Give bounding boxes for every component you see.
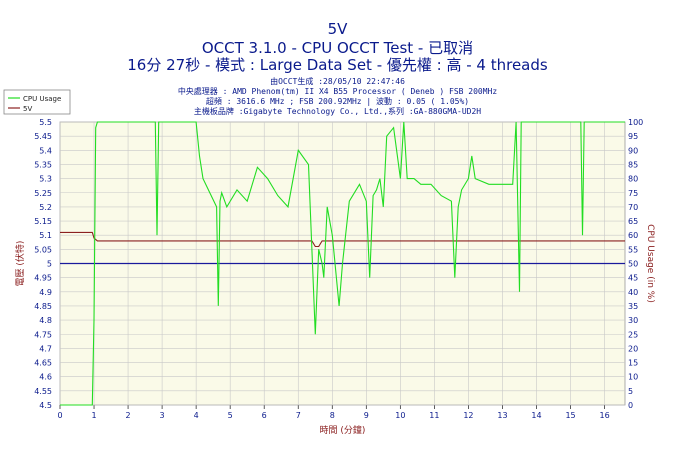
y-tick-label-left: 4.65 [34,359,52,368]
y-axis-label-left: 電壓 (伏特) [14,241,26,287]
x-tick-label: 6 [262,411,267,420]
x-tick-label: 2 [126,411,131,420]
y-tick-label-right: 100 [628,118,643,127]
y-axis-label-right: CPU Usage (in %) [645,224,655,303]
y-tick-label-right: 50 [628,260,638,269]
x-tick-label: 14 [531,411,541,420]
y-tick-label-right: 5 [628,387,633,396]
y-tick-label-right: 90 [628,146,638,155]
info-generated: 由OCCT生成 :28/05/10 22:47:46 [270,77,405,86]
y-tick-label-left: 5.15 [34,217,52,226]
y-tick-label-right: 30 [628,316,638,325]
y-tick-label-right: 70 [628,203,638,212]
y-tick-label-left: 5.2 [39,203,52,212]
y-tick-label-left: 5.25 [34,189,52,198]
chart-title: 5V [327,20,348,38]
y-tick-label-right: 15 [628,359,638,368]
x-tick-label: 1 [91,411,96,420]
test-info: 16分 27秒 - 模式 : Large Data Set - 優先權 : 高 … [127,56,548,74]
y-tick-label-right: 25 [628,330,638,339]
x-tick-label: 12 [463,411,473,420]
y-tick-label-right: 80 [628,175,638,184]
y-tick-label-left: 4.95 [34,274,52,283]
y-tick-label-left: 5.3 [39,175,52,184]
y-tick-label-left: 4.75 [34,330,52,339]
y-tick-label-right: 95 [628,132,638,141]
x-tick-label: 16 [599,411,609,420]
y-tick-label-right: 55 [628,245,638,254]
x-tick-label: 8 [330,411,335,420]
legend-label: CPU Usage [23,95,61,103]
y-tick-label-left: 4.6 [39,373,52,382]
y-tick-label-right: 40 [628,288,638,297]
series-line-cpu-usage [60,121,625,406]
chart-subtitle: OCCT 3.1.0 - CPU OCCT Test - 已取消 [201,39,474,57]
x-tick-label: 10 [395,411,405,420]
x-tick-label: 5 [228,411,233,420]
y-tick-label-left: 5.45 [34,132,52,141]
y-tick-label-left: 5.35 [34,160,52,169]
info-cpu: 中央處理器 : AMD Phenom(tm) II X4 B55 Process… [177,87,498,96]
x-tick-label: 9 [364,411,369,420]
y-tick-label-left: 5.05 [34,245,52,254]
y-tick-label-left: 5 [47,260,52,269]
x-tick-label: 0 [57,411,62,420]
y-tick-label-right: 35 [628,302,638,311]
x-tick-label: 3 [160,411,165,420]
y-tick-label-left: 4.5 [39,401,52,410]
y-tick-label-right: 65 [628,217,638,226]
y-tick-label-right: 85 [628,160,638,169]
y-tick-label-right: 20 [628,344,638,353]
x-tick-label: 13 [497,411,507,420]
y-tick-label-right: 10 [628,373,638,382]
y-tick-label-right: 0 [628,401,633,410]
info-clock: 超頻 : 3616.6 MHz ; FSB 200.92MHz | 波動 : 0… [205,97,470,106]
legend-box [3,89,71,115]
info-motherboard: 主機板品牌 :Gigabyte Technology Co., Ltd.,系列 … [193,107,482,116]
y-tick-label-left: 5.4 [39,146,52,155]
y-tick-label-left: 4.9 [39,288,52,297]
legend-label: 5V [23,105,32,113]
x-tick-label: 15 [565,411,575,420]
y-tick-label-left: 5.5 [39,118,52,127]
x-tick-label: 4 [194,411,199,420]
y-tick-label-left: 4.8 [39,316,52,325]
x-tick-label: 11 [429,411,439,420]
y-tick-label-right: 45 [628,274,638,283]
y-tick-label-left: 5.1 [39,231,52,240]
y-tick-label-left: 4.85 [34,302,52,311]
y-tick-label-right: 75 [628,189,638,198]
y-tick-label-left: 4.7 [39,344,52,353]
x-axis-label: 時間 (分鐘) [320,424,366,436]
y-tick-label-left: 4.55 [34,387,52,396]
x-tick-label: 7 [296,411,301,420]
y-tick-label-right: 60 [628,231,638,240]
